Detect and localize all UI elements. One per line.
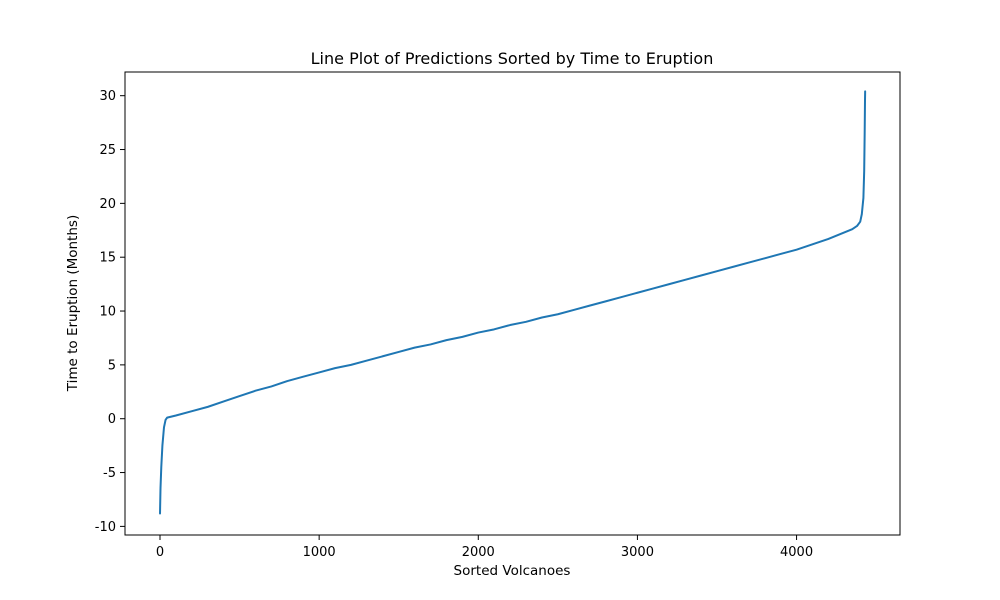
x-axis-label: Sorted Volcanoes [454,563,571,579]
x-tick-label: 1000 [303,545,336,560]
x-tick-label: 2000 [462,545,495,560]
x-axis-ticks: 0 1000 2000 3000 4000 [156,535,813,560]
y-tick-label: 30 [99,89,116,104]
y-tick-label: 20 [99,197,116,212]
y-tick-label: 10 [99,305,116,320]
y-tick-label: -5 [103,466,116,481]
y-tick-label: 0 [108,412,116,427]
y-tick-label: 5 [108,358,116,373]
x-tick-label: 3000 [621,545,654,560]
y-tick-label: 25 [99,143,116,158]
plot-area-frame [124,71,901,536]
x-tick-label: 4000 [780,545,813,560]
series-line [159,90,867,515]
chart-title: Line Plot of Predictions Sorted by Time … [311,49,714,68]
x-tick-label: 0 [156,545,164,560]
y-axis-label: Time to Eruption (Months) [65,215,81,392]
y-tick-label: -10 [95,520,116,535]
y-tick-label: 15 [99,251,116,266]
y-axis-ticks: -10 -5 0 5 10 15 20 25 30 [95,89,125,535]
